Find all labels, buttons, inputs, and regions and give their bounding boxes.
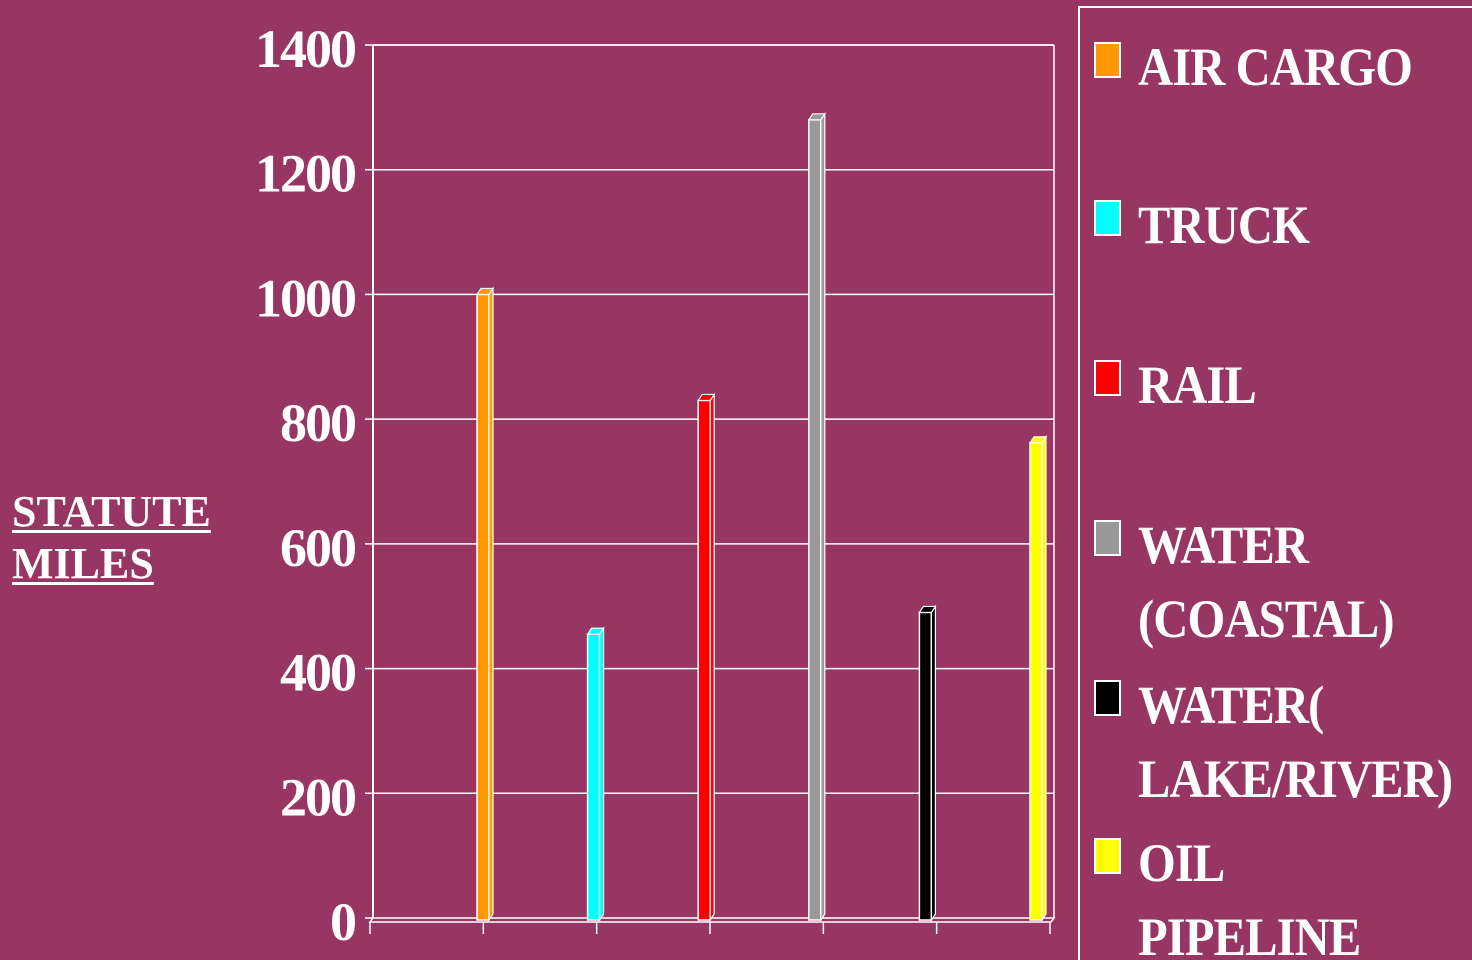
bar-side	[709, 392, 715, 922]
legend-item: RAIL	[1094, 348, 1269, 422]
y-axis-label: STATUTE MILES	[12, 486, 211, 590]
bar-front	[586, 633, 601, 921]
bar-front	[808, 119, 822, 921]
bar	[807, 111, 826, 922]
legend-label: AIR CARGO	[1138, 37, 1413, 97]
bar	[918, 604, 937, 922]
bar	[475, 286, 495, 922]
legend-item: WATER (COASTAL)	[1094, 508, 1422, 656]
bar-chart: 0 200 400 600 800 1000 1200 1400	[255, 19, 1056, 952]
legend-item: TRUCK	[1094, 188, 1328, 262]
bar-front	[697, 399, 711, 921]
bar-side	[1041, 434, 1047, 922]
legend-item: OIL PIPELINE	[1094, 826, 1472, 960]
y-tick-label: 600	[280, 518, 355, 578]
bar-front	[918, 611, 933, 921]
bar-top	[807, 113, 826, 121]
y-tick-label: 1200	[255, 144, 355, 204]
y-tick-label: 800	[280, 393, 355, 453]
bar-top	[697, 393, 716, 402]
bar	[586, 626, 605, 922]
bar-top	[586, 627, 605, 635]
bar-side	[820, 111, 826, 922]
legend: AIR CARGO TRUCK RAIL WATER (COASTAL) WATER( …	[1078, 6, 1472, 960]
bar-top	[1028, 436, 1048, 444]
y-axis-label-line-1: STATUTE	[12, 487, 211, 536]
legend-item: WATER( LAKE/RIVER)	[1094, 668, 1472, 816]
legend-label: OIL PIPELINE	[1138, 833, 1361, 960]
legend-swatch	[1094, 520, 1121, 556]
y-tick-label: 1400	[255, 19, 355, 79]
bar-front	[476, 293, 490, 921]
legend-swatch	[1094, 42, 1121, 78]
legend-label: WATER (COASTAL)	[1138, 515, 1395, 649]
legend-swatch	[1094, 680, 1121, 716]
y-tick-label: 0	[330, 892, 355, 952]
legend-swatch	[1094, 838, 1121, 874]
legend-item: AIR CARGO	[1094, 30, 1443, 104]
bar	[697, 392, 716, 922]
bar-front	[1029, 442, 1043, 921]
bar-top	[918, 605, 937, 614]
legend-label: TRUCK	[1138, 195, 1310, 255]
y-tick-label: 200	[280, 767, 355, 827]
bar-side	[930, 604, 937, 922]
legend-label: RAIL	[1138, 355, 1257, 415]
legend-swatch	[1094, 360, 1121, 396]
legend-label: WATER( LAKE/RIVER)	[1138, 675, 1453, 809]
bar-side	[598, 626, 605, 922]
x-axis-floor	[368, 917, 1056, 923]
bar-side	[488, 286, 494, 922]
y-tick-label: 400	[280, 643, 355, 703]
bar-top	[475, 287, 495, 296]
y-axis-label-line-2: MILES	[12, 539, 154, 588]
y-tick-label: 1000	[255, 268, 355, 328]
bar	[1028, 434, 1048, 922]
legend-swatch	[1094, 200, 1121, 236]
